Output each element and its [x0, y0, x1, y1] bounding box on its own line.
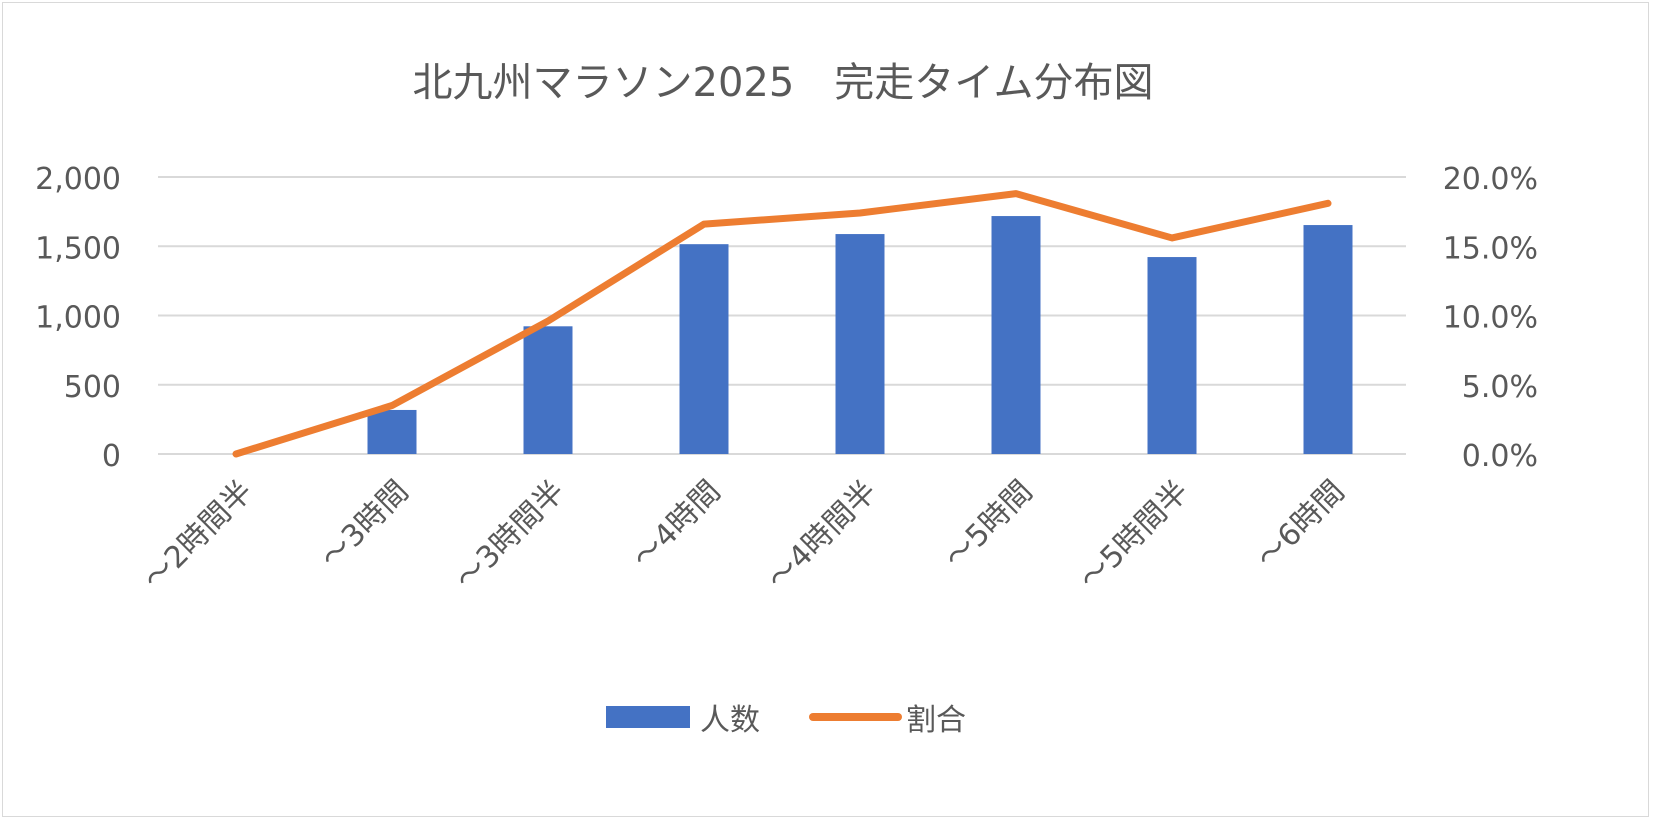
x-tick-label: ～6時間 — [1250, 474, 1352, 576]
x-tick-label: ～3時間 — [314, 474, 416, 576]
legend-bar-label: 人数 — [700, 703, 760, 738]
combo-chart: 北九州マラソン2025 完走タイム分布図 0 500 1,000 1,500 2,000… — [3, 3, 1650, 818]
y2-tick-label: 0.0% — [1462, 439, 1538, 474]
x-tick-label: ～4時間半 — [761, 474, 884, 597]
y2-tick-label: 20.0% — [1443, 162, 1538, 197]
y-tick-label: 500 — [64, 370, 121, 405]
bar — [524, 326, 573, 454]
x-tick-label: ～5時間 — [938, 474, 1040, 576]
y-tick-label: 1,000 — [35, 301, 121, 336]
y2-tick-label: 5.0% — [1462, 370, 1538, 405]
chart-title: 北九州マラソン2025 完走タイム分布図 — [413, 60, 1154, 106]
x-tick-label: ～5時間半 — [1073, 474, 1196, 597]
bar — [1148, 257, 1197, 454]
y2-tick-label: 15.0% — [1443, 231, 1538, 266]
x-tick-label: ～3時間半 — [449, 474, 572, 597]
bar — [1304, 225, 1353, 454]
bar — [836, 234, 885, 454]
y-tick-label: 2,000 — [35, 162, 121, 197]
bar — [368, 410, 417, 454]
legend-bar-swatch — [606, 706, 690, 728]
bar — [680, 244, 729, 454]
bar — [992, 216, 1041, 454]
y2-tick-label: 10.0% — [1443, 301, 1538, 336]
legend-line-label: 割合 — [906, 703, 966, 738]
y-tick-label: 1,500 — [35, 231, 121, 266]
x-tick-label: ～2時間半 — [137, 474, 260, 597]
y-tick-label: 0 — [102, 439, 121, 474]
x-tick-label: ～4時間 — [626, 474, 728, 576]
